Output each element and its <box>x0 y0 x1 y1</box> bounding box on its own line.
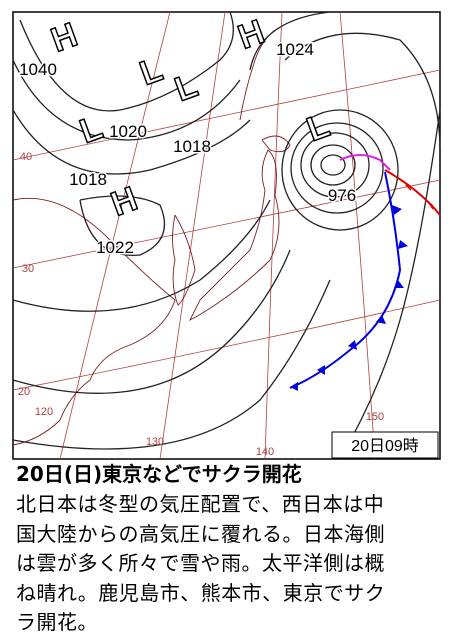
pressure-symbol: L <box>135 50 168 93</box>
article-line: 北日本は冬型の気圧配置で、西日本は中 <box>16 492 385 516</box>
article-line: ね晴れ。鹿児島市、熊本市、東京でサク <box>16 580 386 605</box>
pressure-value: 976 <box>328 186 356 205</box>
pressure-value: 1018 <box>69 170 107 189</box>
heading: 20日(日)東京などでサクラ開花 <box>16 462 302 486</box>
latitude-label: 40 <box>20 151 32 163</box>
longitude-label: 120 <box>35 406 53 418</box>
longitude-label: 130 <box>146 436 164 448</box>
pressure-value: 1018 <box>173 137 211 156</box>
latitude-label: 20 <box>18 386 30 398</box>
timestamp: 20日09時 <box>351 437 419 455</box>
article-line: ラ開花。 <box>16 610 98 634</box>
latitude-label: 30 <box>22 263 34 275</box>
pressure-value: 1020 <box>109 122 147 141</box>
pressure-value: 1040 <box>19 60 57 79</box>
longitude-label: 140 <box>256 446 274 458</box>
article-line: 国大陸からの高気圧に覆れる。日本海側 <box>16 521 385 546</box>
article-line: は雲が多く所々で雪や雨。太平洋側は概 <box>16 551 385 575</box>
article-body: 北日本は冬型の気圧配置で、西日本は中 国大陸からの高気圧に覆れる。日本海側 は雲が多… <box>16 490 385 638</box>
pressure-value: 1024 <box>276 40 314 59</box>
longitude-label: 150 <box>366 411 384 423</box>
pressure-value: 1022 <box>96 238 134 257</box>
